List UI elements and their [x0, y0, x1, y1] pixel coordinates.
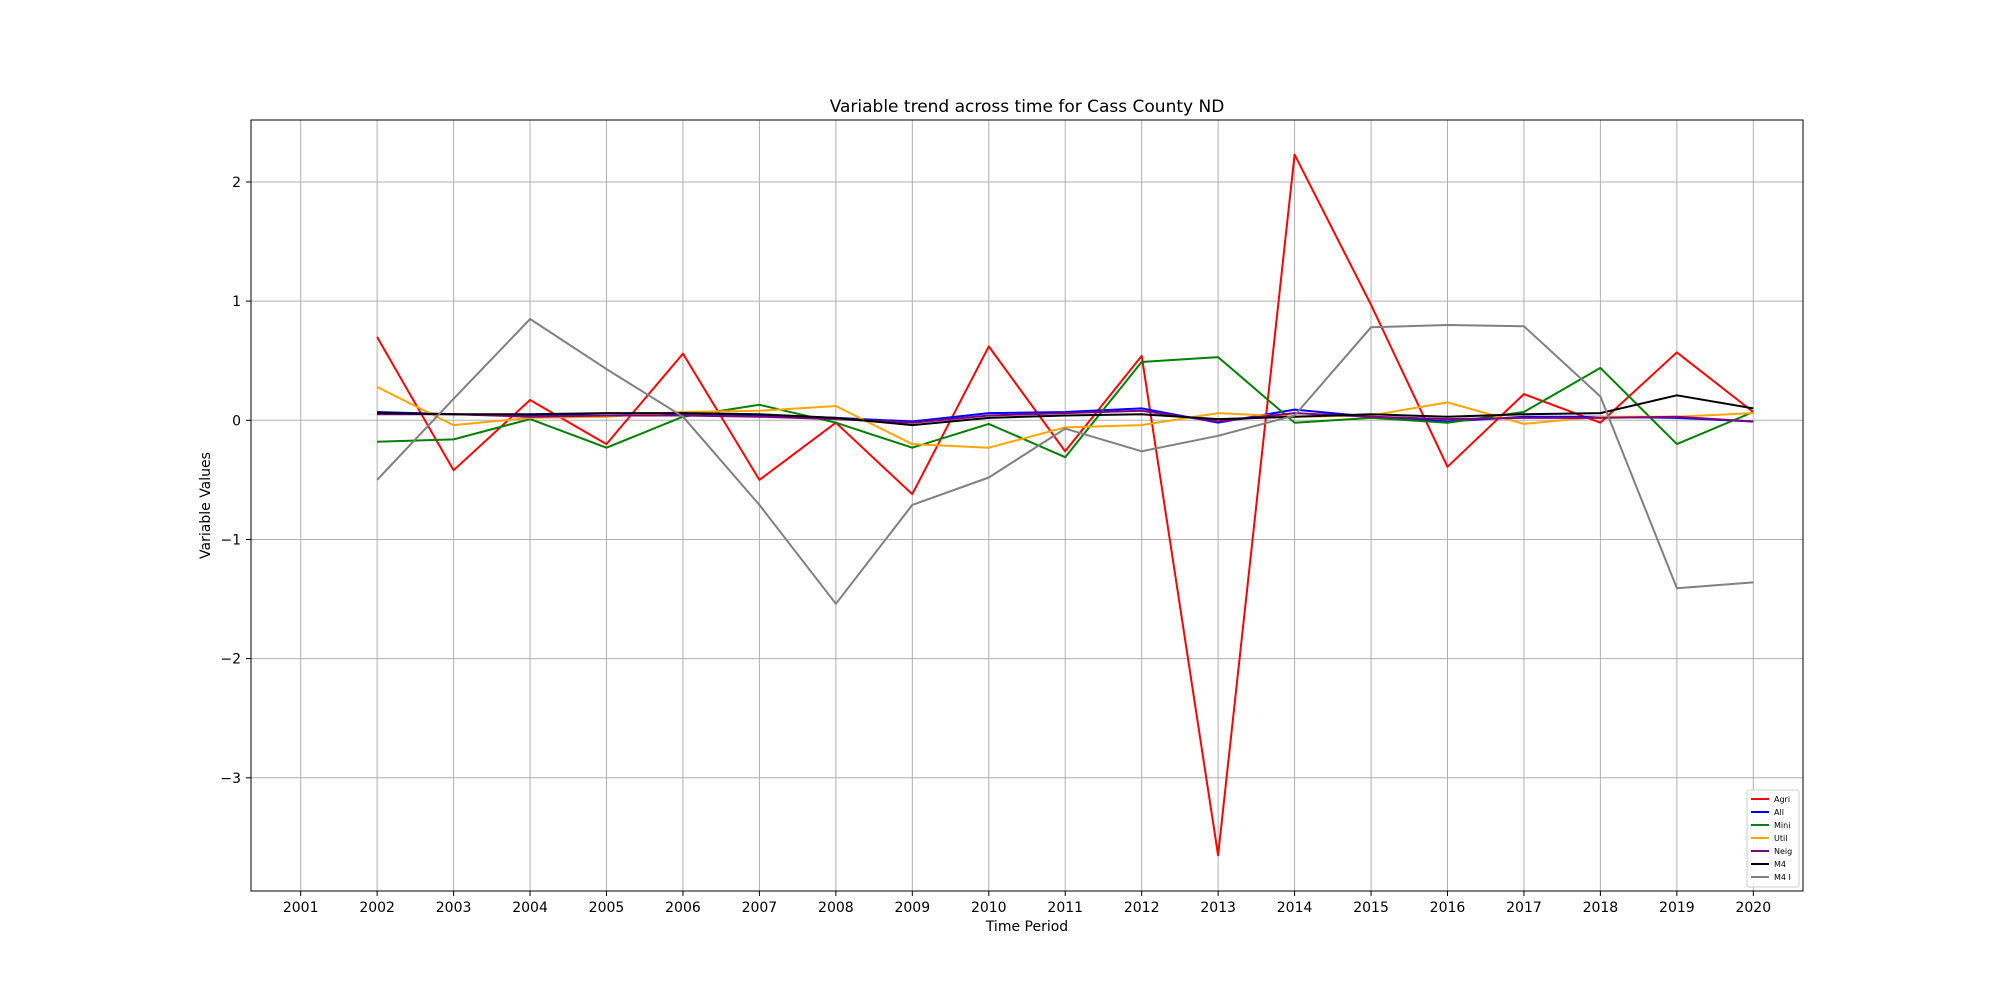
legend-label: Neig — [1774, 847, 1792, 856]
x-tick-label: 2003 — [436, 900, 472, 916]
x-tick-label: 2005 — [589, 900, 625, 916]
legend-label: All — [1774, 808, 1784, 817]
legend-label: Mini — [1774, 821, 1790, 830]
legend-label: Agri — [1774, 795, 1790, 804]
legend: Agri All Mini Util Neig M4 M4 I — [1746, 789, 1800, 888]
series-line-neig — [377, 409, 1754, 424]
y-tick-label: −2 — [220, 652, 241, 668]
legend-box — [1746, 789, 1800, 888]
y-axis-label: Variable Values — [198, 452, 214, 559]
y-tick-label: 2 — [232, 175, 241, 191]
x-tick-label: 2012 — [1124, 900, 1160, 916]
y-axis-ticks: 2 1 0 −1 −2 −3 — [220, 175, 251, 787]
x-tick-label: 2008 — [818, 900, 854, 916]
plot-frame — [250, 119, 1804, 892]
legend-label: M4 I — [1774, 873, 1791, 882]
x-tick-label: 2018 — [1583, 900, 1619, 916]
x-tick-label: 2010 — [971, 900, 1007, 916]
x-tick-label: 2011 — [1047, 900, 1083, 916]
legend-label: Util — [1774, 834, 1787, 843]
x-tick-label: 2015 — [1353, 900, 1389, 916]
x-tick-label: 2017 — [1506, 900, 1542, 916]
x-tick-label: 2001 — [283, 900, 319, 916]
x-tick-label: 2014 — [1277, 900, 1313, 916]
series-line-util — [376, 386, 1754, 449]
legend-label: M4 — [1774, 860, 1786, 869]
x-axis-label: Time Period — [985, 919, 1068, 935]
x-tick-label: 2002 — [359, 900, 395, 916]
y-tick-label: 1 — [232, 294, 241, 310]
x-tick-label: 2016 — [1430, 900, 1466, 916]
x-axis-ticks: 2001 2002 2003 2004 2005 2006 2007 2008 2009 2010… — [283, 891, 1771, 916]
series-line-m4 — [377, 394, 1754, 427]
x-tick-label: 2004 — [512, 900, 548, 916]
x-tick-label: 2019 — [1659, 900, 1695, 916]
x-tick-label: 2020 — [1735, 900, 1771, 916]
y-tick-label: 0 — [232, 413, 241, 429]
y-tick-label: −3 — [220, 771, 241, 787]
y-tick-label: −1 — [220, 532, 241, 548]
x-tick-label: 2009 — [894, 900, 930, 916]
series-line-agri — [376, 153, 1754, 857]
x-tick-label: 2006 — [665, 900, 701, 916]
x-tick-label: 2013 — [1200, 900, 1236, 916]
grid-lines — [251, 120, 1803, 891]
series-line-mini — [377, 356, 1754, 459]
series-lines — [376, 153, 1754, 857]
x-tick-label: 2007 — [742, 900, 778, 916]
chart-title: Variable trend across time for Cass Coun… — [830, 97, 1225, 117]
series-line-m4-i — [376, 318, 1754, 605]
